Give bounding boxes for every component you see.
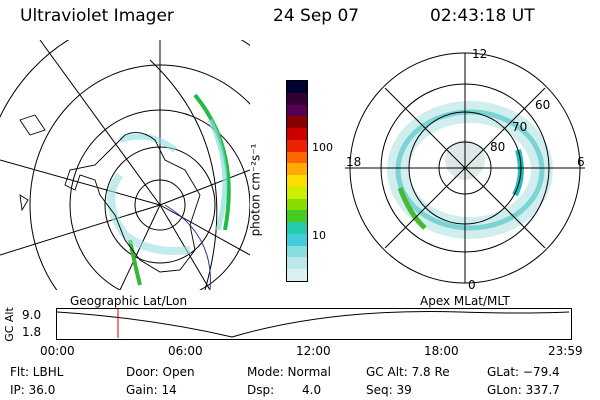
colorbar-segment xyxy=(287,139,307,152)
colorbar-segment xyxy=(287,257,307,270)
lat-label-80: 80 xyxy=(490,140,506,154)
lat-label-70: 70 xyxy=(512,120,528,134)
info-dsp-label: Dsp: xyxy=(247,383,275,397)
info-ip: IP: 36.0 xyxy=(10,383,56,397)
mlt-label-0: 0 xyxy=(468,278,476,292)
mlt-label-12: 12 xyxy=(472,47,488,61)
altitude-x-tick-0: 00:00 xyxy=(40,344,75,358)
info-gc-alt: GC Alt: 7.8 Re xyxy=(366,365,450,379)
apex-map-label: Apex MLat/MLT xyxy=(420,294,510,308)
colorbar-segment xyxy=(287,116,307,129)
colorbar-segment xyxy=(287,151,307,164)
lat-label-60: 60 xyxy=(535,98,551,112)
colorbar xyxy=(286,80,308,282)
colorbar-segment xyxy=(287,269,307,282)
info-gain: Gain: 14 xyxy=(126,383,177,397)
info-door: Door: Open xyxy=(126,365,195,379)
colorbar-tick-10: 10 xyxy=(312,229,326,242)
colorbar-segment xyxy=(287,198,307,211)
colorbar-unit-label: photon cm⁻²s⁻¹ xyxy=(248,143,263,237)
instrument-title: Ultraviolet Imager xyxy=(20,6,174,26)
colorbar-segment xyxy=(287,163,307,176)
info-seq: Seq: 39 xyxy=(366,383,412,397)
altitude-y-tick-min: 1.8 xyxy=(22,325,42,339)
altitude-x-tick-4: 23:59 xyxy=(548,344,583,358)
info-glat: GLat: −79.4 xyxy=(487,365,560,379)
altitude-y-tick-max: 9.0 xyxy=(22,308,42,322)
colorbar-segment xyxy=(287,81,307,93)
colorbar-segment xyxy=(287,245,307,258)
colorbar-tick-100: 100 xyxy=(312,141,333,154)
colorbar-segment xyxy=(287,104,307,117)
info-dsp-value: 4.0 xyxy=(302,383,322,397)
geographic-map-label: Geographic Lat/Lon xyxy=(70,294,188,308)
colorbar-segment xyxy=(287,210,307,223)
colorbar-segment xyxy=(287,186,307,199)
time-label: 02:43:18 UT xyxy=(430,6,535,26)
colorbar-segment xyxy=(287,233,307,246)
altitude-x-tick-2: 12:00 xyxy=(296,344,331,358)
colorbar-segment xyxy=(287,128,307,140)
info-glon: GLon: 337.7 xyxy=(487,383,560,397)
altitude-x-tick-1: 06:00 xyxy=(168,344,203,358)
colorbar-segment xyxy=(287,222,307,234)
altitude-x-tick-3: 18:00 xyxy=(424,344,459,358)
date-label: 24 Sep 07 xyxy=(273,6,360,26)
mlt-label-18: 18 xyxy=(346,155,362,169)
altitude-axis-label: GC Alt xyxy=(2,307,16,342)
altitude-plot-frame xyxy=(56,308,572,340)
info-flt: Flt: LBHL xyxy=(10,365,64,379)
mlt-label-6: 6 xyxy=(577,155,585,169)
colorbar-segment xyxy=(287,92,307,105)
info-mode: Mode: Normal xyxy=(247,365,331,379)
colorbar-segment xyxy=(287,175,307,187)
